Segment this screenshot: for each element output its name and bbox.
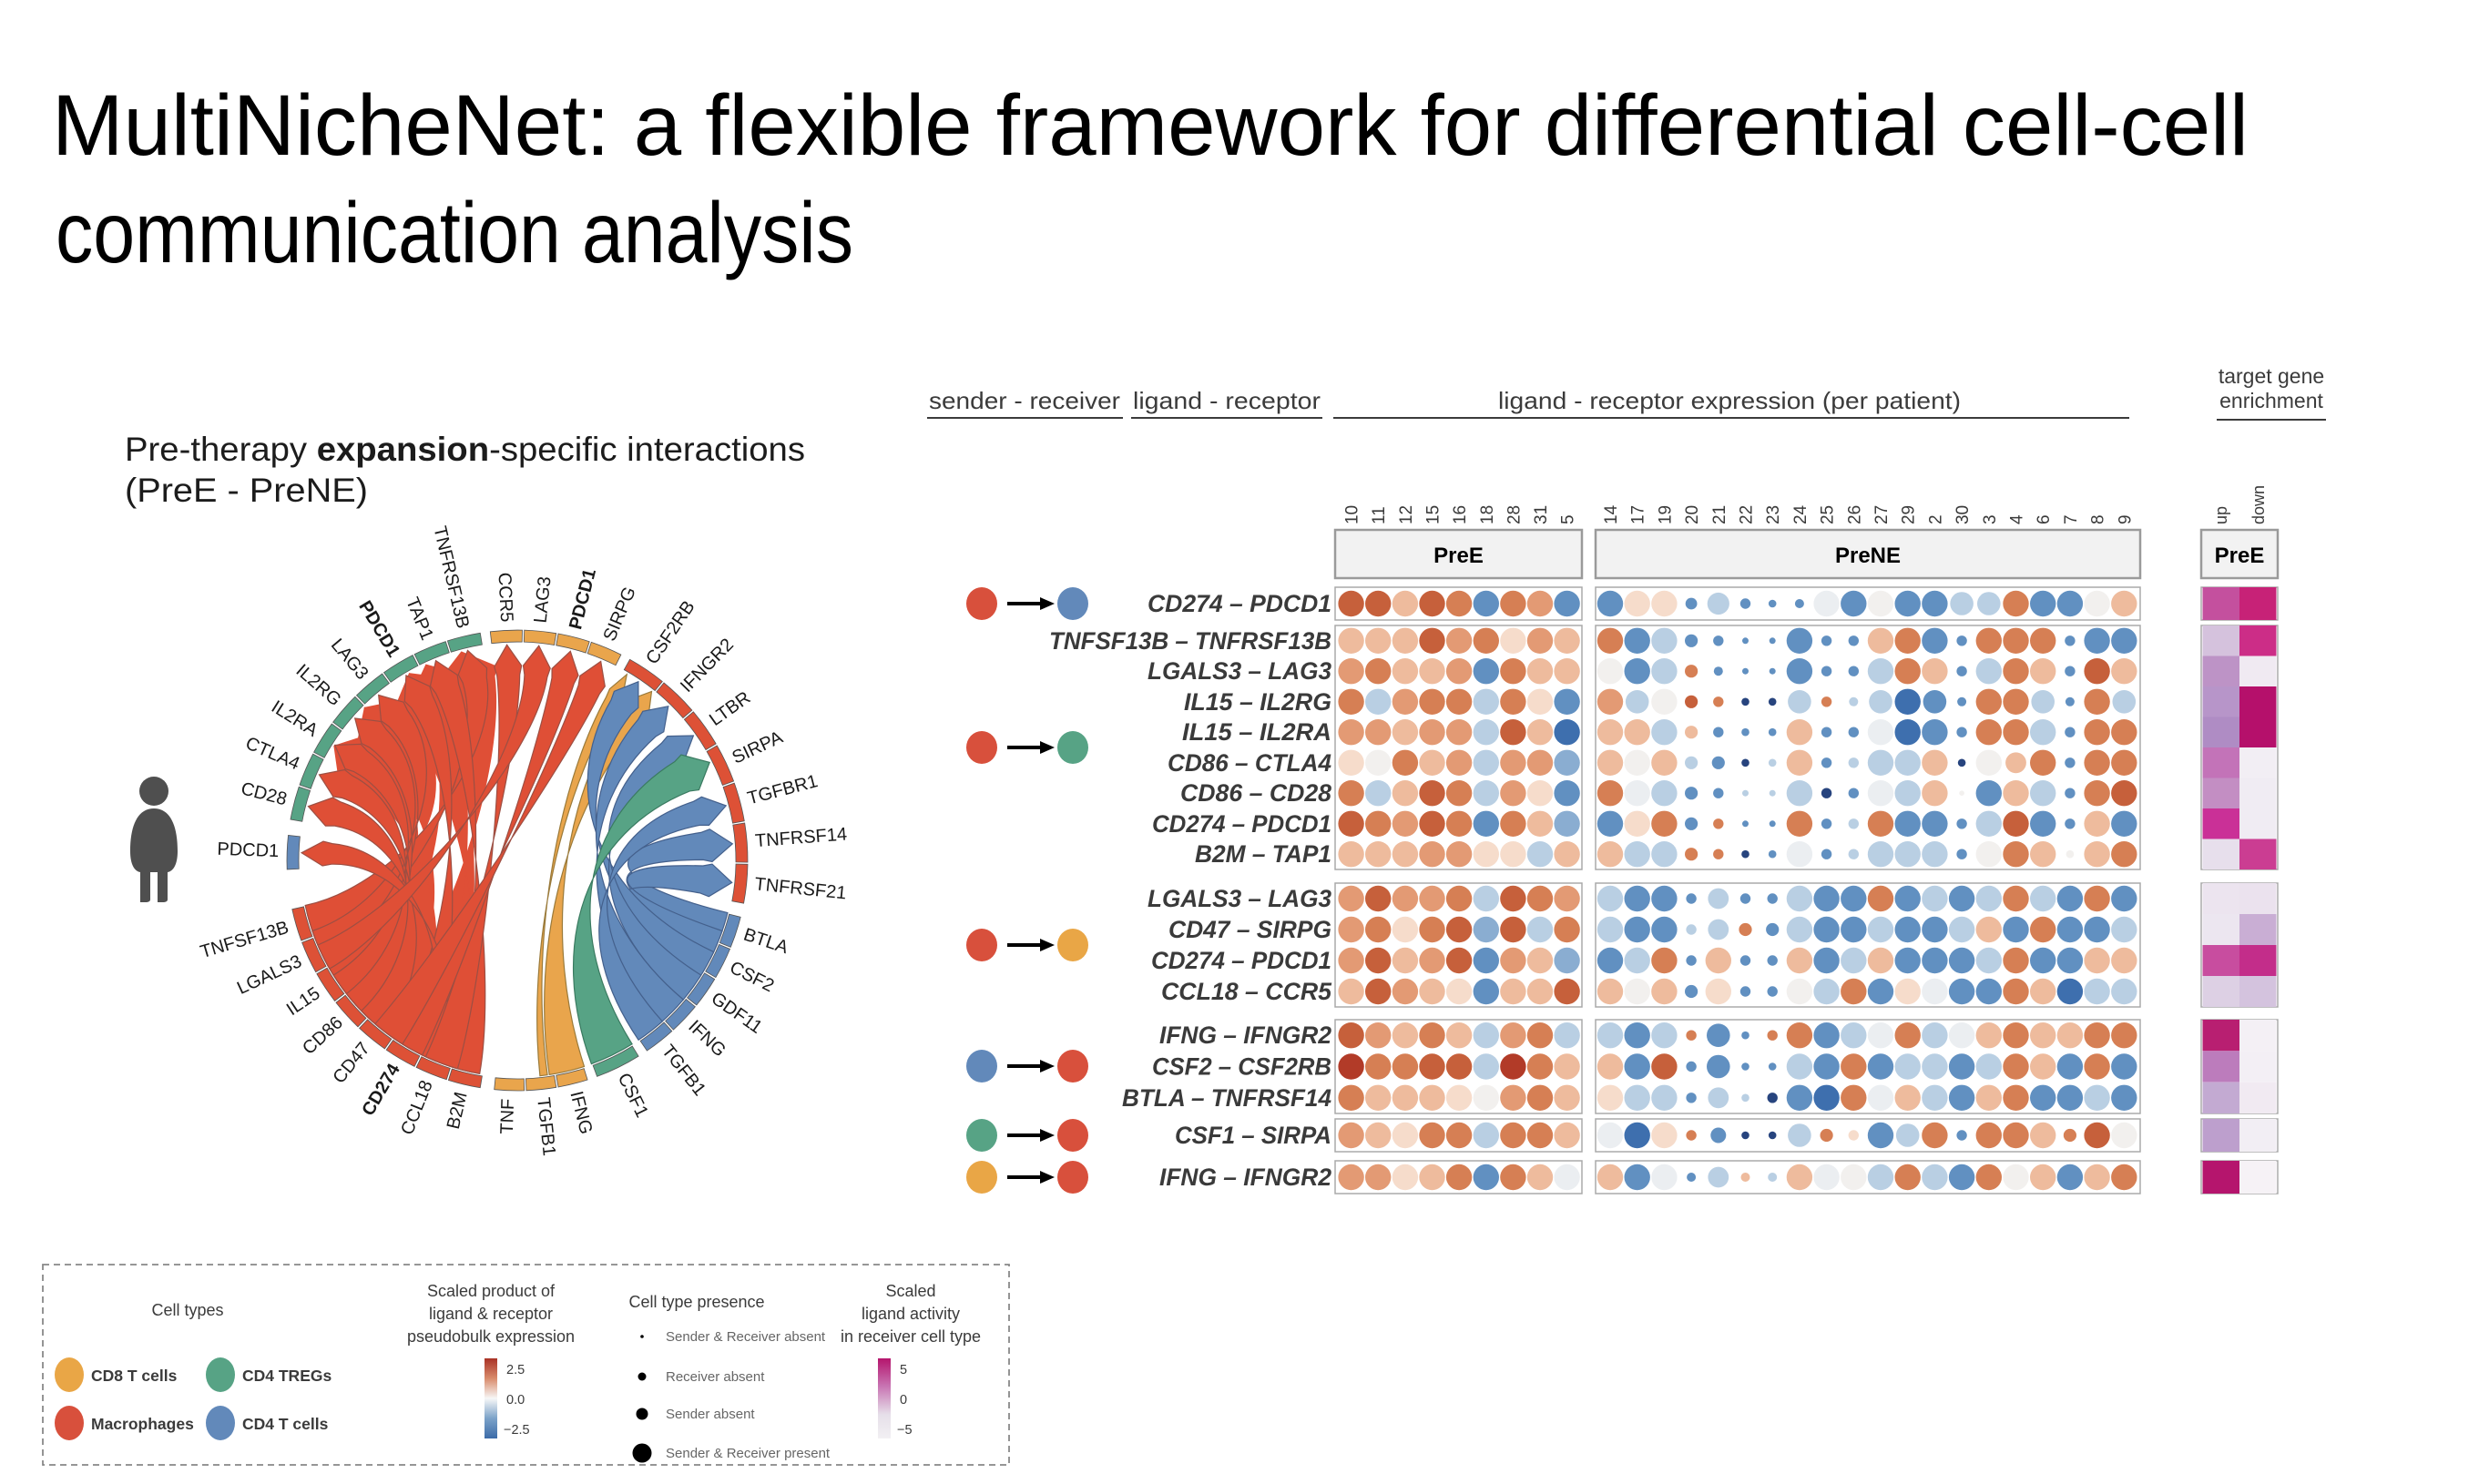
svg-text:CD274 – PDCD1: CD274 – PDCD1 — [1148, 590, 1331, 617]
svg-text:Pre-therapy expansion-specific: Pre-therapy expansion -specific interacti… — [125, 431, 805, 468]
svg-text:21: 21 — [1710, 505, 1729, 524]
svg-text:Cell type presence: Cell type presence — [628, 1293, 764, 1311]
svg-text:Receiver absent: Receiver absent — [666, 1369, 765, 1385]
svg-text:CD47 – SIRPG: CD47 – SIRPG — [1168, 916, 1331, 943]
svg-text:communication analysis: communication analysis — [56, 185, 853, 281]
svg-text:Sender & Receiver present: Sender & Receiver present — [666, 1446, 831, 1461]
svg-text:BTLA – TNFRSF14: BTLA – TNFRSF14 — [1122, 1084, 1331, 1112]
svg-text:0.0: 0.0 — [506, 1393, 525, 1408]
svg-text:20: 20 — [1683, 505, 1702, 524]
svg-text:PDCD1: PDCD1 — [217, 839, 280, 861]
svg-text:29: 29 — [1900, 505, 1919, 524]
svg-text:up: up — [2212, 506, 2230, 524]
svg-text:LGALS3 – LAG3: LGALS3 – LAG3 — [1148, 885, 1331, 912]
svg-text:9: 9 — [2116, 514, 2135, 524]
svg-text:CCL18 – CCR5: CCL18 – CCR5 — [1161, 978, 1332, 1005]
svg-text:enrichment: enrichment — [2219, 389, 2323, 412]
svg-text:pseudobulk expression: pseudobulk expression — [407, 1327, 575, 1346]
svg-text:11: 11 — [1370, 506, 1389, 524]
svg-text:−5: −5 — [897, 1423, 913, 1438]
svg-text:CD4 T cells: CD4 T cells — [242, 1415, 329, 1433]
svg-text:7: 7 — [2062, 514, 2081, 524]
svg-text:16: 16 — [1451, 505, 1470, 524]
svg-text:8: 8 — [2089, 514, 2108, 524]
svg-text:CSF1 – SIRPA: CSF1 – SIRPA — [1175, 1122, 1331, 1149]
svg-text:19: 19 — [1656, 505, 1675, 524]
svg-text:5: 5 — [900, 1363, 907, 1377]
svg-text:−2.5: −2.5 — [504, 1423, 530, 1438]
svg-text:25: 25 — [1819, 505, 1838, 524]
svg-text:26: 26 — [1845, 505, 1864, 524]
svg-text:18: 18 — [1478, 505, 1497, 524]
svg-text:ligand activity: ligand activity — [862, 1305, 960, 1323]
svg-text:IFNG – IFNGR2: IFNG – IFNGR2 — [1159, 1022, 1331, 1049]
svg-text:Sender & Receiver absent: Sender & Receiver absent — [666, 1329, 826, 1345]
svg-text:LGALS3 – LAG3: LGALS3 – LAG3 — [1148, 657, 1331, 685]
svg-text:IL15 – IL2RG: IL15 – IL2RG — [1184, 688, 1331, 716]
svg-text:24: 24 — [1791, 504, 1811, 524]
svg-text:B2M – TAP1: B2M – TAP1 — [1195, 840, 1331, 868]
svg-text:CD274 – PDCD1: CD274 – PDCD1 — [1151, 947, 1331, 974]
svg-text:MultiNicheNet: a flexible fram: MultiNicheNet: a flexible framework for … — [52, 77, 2249, 174]
svg-text:2.5: 2.5 — [506, 1363, 525, 1377]
svg-text:CD8 T cells: CD8 T cells — [91, 1367, 178, 1385]
svg-text:LAG3: LAG3 — [531, 575, 556, 624]
svg-text:in receiver cell type: in receiver cell type — [841, 1327, 981, 1346]
svg-text:PreNE: PreNE — [1835, 544, 1901, 568]
svg-text:4: 4 — [2008, 514, 2027, 524]
svg-text:CD4 TREGs: CD4 TREGs — [242, 1367, 332, 1385]
svg-text:Cell types: Cell types — [151, 1301, 223, 1319]
svg-text:12: 12 — [1397, 505, 1416, 524]
svg-text:TNFSF13B – TNFRSF13B: TNFSF13B – TNFRSF13B — [1049, 627, 1331, 655]
svg-text:17: 17 — [1629, 505, 1648, 524]
svg-text:22: 22 — [1738, 505, 1757, 524]
svg-text:PreE: PreE — [1433, 544, 1484, 568]
svg-text:Macrophages: Macrophages — [91, 1415, 194, 1433]
svg-text:28: 28 — [1505, 505, 1524, 524]
svg-text:15: 15 — [1424, 505, 1443, 524]
svg-text:ligand - receptor expression (: ligand - receptor expression (per patien… — [1498, 387, 1961, 414]
svg-text:TNF: TNF — [497, 1098, 518, 1134]
svg-text:10: 10 — [1343, 505, 1362, 524]
svg-text:(PreE - PreNE): (PreE - PreNE) — [125, 472, 368, 509]
svg-text:CD86 – CD28: CD86 – CD28 — [1180, 779, 1331, 807]
svg-text:IFNG – IFNGR2: IFNG – IFNGR2 — [1159, 1164, 1331, 1191]
svg-text:30: 30 — [1953, 505, 1973, 524]
svg-text:ligand & receptor: ligand & receptor — [429, 1305, 553, 1323]
svg-text:Sender absent: Sender absent — [666, 1407, 755, 1422]
svg-text:IL15 – IL2RA: IL15 – IL2RA — [1182, 718, 1331, 746]
svg-text:0: 0 — [900, 1393, 907, 1408]
svg-text:CCR5: CCR5 — [494, 572, 516, 622]
svg-text:ligand - receptor: ligand - receptor — [1133, 387, 1321, 414]
svg-text:31: 31 — [1532, 505, 1551, 524]
svg-text:PreE: PreE — [2215, 544, 2265, 568]
svg-text:2: 2 — [1926, 514, 1945, 524]
svg-text:27: 27 — [1872, 505, 1892, 524]
svg-text:down: down — [2249, 485, 2268, 524]
svg-text:Scaled: Scaled — [885, 1282, 935, 1300]
svg-text:target gene: target gene — [2219, 364, 2324, 388]
svg-text:14: 14 — [1602, 504, 1621, 524]
svg-text:3: 3 — [1981, 514, 2000, 524]
svg-text:6: 6 — [2035, 514, 2054, 524]
svg-text:CD274 – PDCD1: CD274 – PDCD1 — [1152, 810, 1331, 838]
svg-text:CSF2 – CSF2RB: CSF2 – CSF2RB — [1152, 1053, 1331, 1081]
svg-text:sender - receiver: sender - receiver — [929, 387, 1120, 414]
svg-text:23: 23 — [1764, 505, 1783, 524]
svg-text:Scaled product of: Scaled product of — [427, 1282, 556, 1300]
svg-text:CD86 – CTLA4: CD86 – CTLA4 — [1168, 749, 1331, 777]
svg-text:5: 5 — [1559, 514, 1578, 524]
